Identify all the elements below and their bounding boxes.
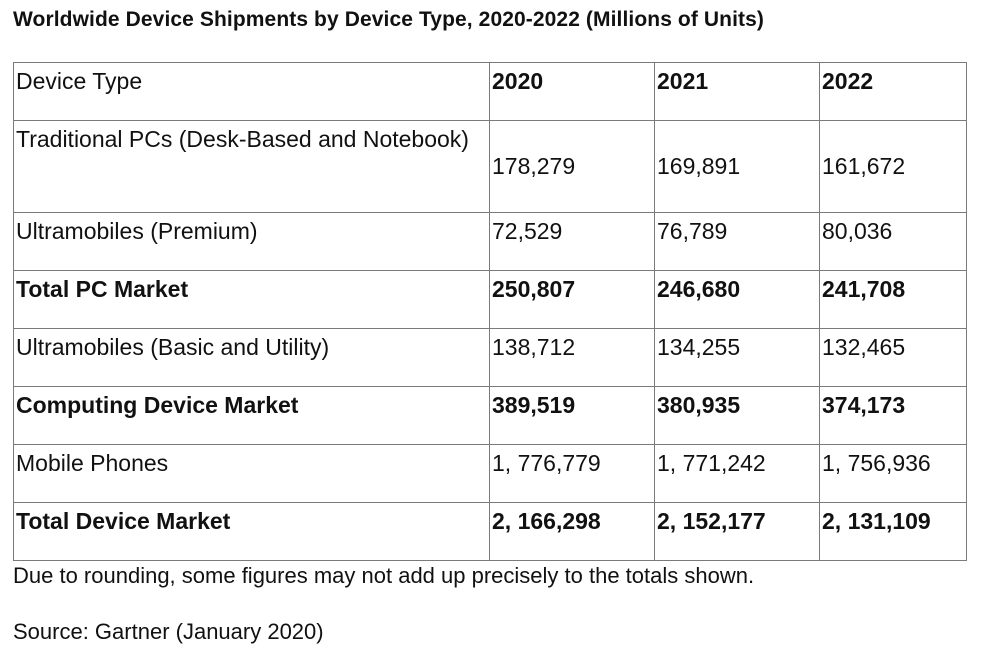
column-header-device-type: Device Type xyxy=(13,62,490,121)
cell-2022: 161,672 xyxy=(819,120,967,213)
cell-2020: 250,807 xyxy=(489,270,655,329)
cell-2020: 389,519 xyxy=(489,386,655,445)
rounding-note: Due to rounding, some figures may not ad… xyxy=(13,563,755,588)
column-header-2022: 2022 xyxy=(819,62,967,121)
row-label: Ultramobiles (Premium) xyxy=(13,212,490,271)
cell-2021: 246,680 xyxy=(654,270,820,329)
row-label: Computing Device Market xyxy=(13,386,490,445)
row-label: Traditional PCs (Desk-Based and Notebook… xyxy=(13,120,490,213)
cell-2020: 72,529 xyxy=(489,212,655,271)
table-row-total: Total Device Market 2, 166,298 2, 152,17… xyxy=(13,502,967,561)
table-row-total: Total PC Market 250,807 246,680 241,708 xyxy=(13,270,967,329)
cell-2022: 2, 131,109 xyxy=(819,502,967,561)
cell-2020: 178,279 xyxy=(489,120,655,213)
row-label: Total PC Market xyxy=(13,270,490,329)
table-row: Ultramobiles (Premium) 72,529 76,789 80,… xyxy=(13,212,967,271)
cell-2021: 2, 152,177 xyxy=(654,502,820,561)
cell-2021: 1, 771,242 xyxy=(654,444,820,503)
row-label: Mobile Phones xyxy=(13,444,490,503)
shipments-table: Device Type 2020 2021 2022 Traditional P… xyxy=(13,62,967,561)
cell-2021: 380,935 xyxy=(654,386,820,445)
cell-2020: 2, 166,298 xyxy=(489,502,655,561)
cell-2021: 76,789 xyxy=(654,212,820,271)
cell-2022: 80,036 xyxy=(819,212,967,271)
cell-2022: 132,465 xyxy=(819,328,967,387)
table-row: Ultramobiles (Basic and Utility) 138,712… xyxy=(13,328,967,387)
cell-2020: 1, 776,779 xyxy=(489,444,655,503)
column-header-2020: 2020 xyxy=(489,62,655,121)
cell-2021: 169,891 xyxy=(654,120,820,213)
row-label: Total Device Market xyxy=(13,502,490,561)
cell-2020: 138,712 xyxy=(489,328,655,387)
table-row: Traditional PCs (Desk-Based and Notebook… xyxy=(13,120,967,213)
source-citation: Source: Gartner (January 2020) xyxy=(13,619,324,644)
cell-2022: 241,708 xyxy=(819,270,967,329)
row-label: Ultramobiles (Basic and Utility) xyxy=(13,328,490,387)
cell-2022: 1, 756,936 xyxy=(819,444,967,503)
table-row-total: Computing Device Market 389,519 380,935 … xyxy=(13,386,967,445)
cell-2021: 134,255 xyxy=(654,328,820,387)
table-title: Worldwide Device Shipments by Device Typ… xyxy=(13,8,764,31)
table-header-row: Device Type 2020 2021 2022 xyxy=(13,62,967,121)
table-row: Mobile Phones 1, 776,779 1, 771,242 1, 7… xyxy=(13,444,967,503)
column-header-2021: 2021 xyxy=(654,62,820,121)
cell-2022: 374,173 xyxy=(819,386,967,445)
